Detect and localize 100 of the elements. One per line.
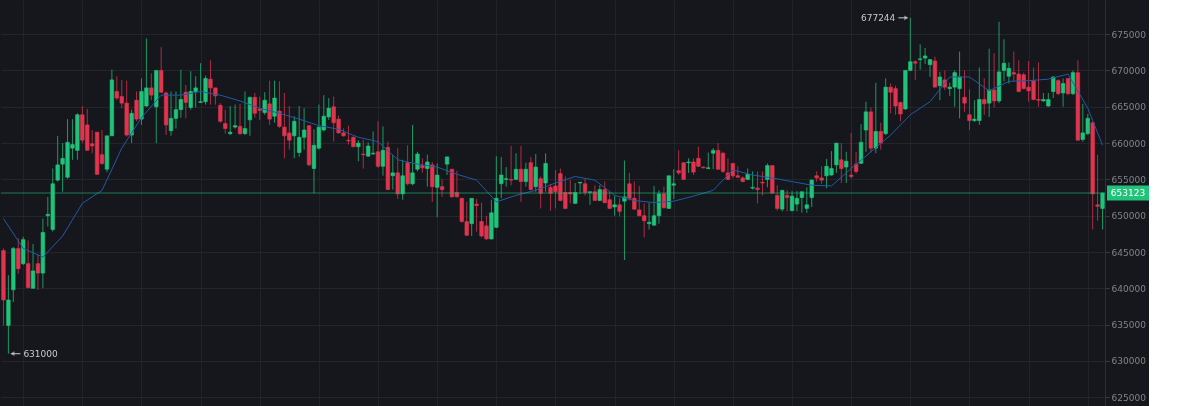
candlestick [1001, 38, 1007, 82]
ref-line-label: 653123 [1110, 188, 1146, 199]
candlestick [873, 82, 878, 154]
candlestick [444, 156, 450, 176]
annotation: 677244 [860, 12, 896, 23]
candlestick [16, 237, 21, 275]
candlestick [395, 147, 400, 200]
candlestick [168, 91, 174, 137]
candlestick [518, 145, 524, 203]
candlestick [992, 52, 997, 108]
candlestick [1100, 191, 1105, 231]
y-tick-label: 660000 [1111, 138, 1147, 149]
candlestick [21, 236, 26, 266]
candlestick [513, 152, 519, 181]
candlestick [785, 189, 790, 212]
candlestick [967, 88, 972, 131]
candlestick [765, 162, 770, 188]
candlestick [311, 128, 317, 194]
candlestick [612, 195, 617, 217]
candlestick [361, 139, 366, 169]
candlestick [617, 197, 622, 217]
candlestick [775, 184, 780, 212]
candlestick [390, 154, 395, 191]
candlestick [1061, 77, 1066, 108]
candlestick [247, 96, 252, 137]
y-tick-label: 670000 [1111, 65, 1147, 76]
candlestick [878, 122, 883, 151]
candlestick [839, 142, 844, 184]
candlestick [292, 115, 297, 159]
candlestick [720, 151, 726, 174]
candlestick [425, 154, 430, 188]
candlestick [233, 104, 238, 130]
candlestick [849, 132, 854, 180]
candlestick [356, 139, 361, 162]
candlestick [834, 142, 839, 174]
candlestick [129, 109, 134, 144]
candlestick [134, 91, 139, 122]
candlestick [26, 239, 31, 289]
candlestick [400, 159, 405, 201]
y-tick-label: 650000 [1111, 211, 1147, 222]
y-tick-label: 645000 [1111, 247, 1147, 258]
candlestick [375, 120, 381, 169]
candlestick [809, 178, 814, 208]
candlestick [509, 145, 514, 186]
candlestick [272, 80, 277, 124]
candlestick [440, 178, 445, 198]
candlestick [863, 101, 869, 153]
candlestick [794, 190, 800, 212]
candlestick [538, 175, 543, 209]
y-tick-label: 665000 [1111, 102, 1147, 113]
candlestick [760, 170, 765, 196]
candlestick [844, 151, 849, 184]
candlestick [218, 102, 223, 124]
candlestick [149, 72, 154, 101]
candlestick [474, 198, 479, 233]
y-tick-label: 640000 [1111, 283, 1147, 294]
candlestick [913, 59, 918, 81]
candlestick [380, 125, 386, 177]
candlestick [711, 147, 716, 170]
candlestick [656, 189, 662, 225]
candlestick [454, 170, 459, 199]
candlestick [587, 191, 593, 206]
y-tick-label: 630000 [1111, 356, 1147, 367]
y-tick-label: 675000 [1111, 29, 1147, 40]
candlestick [183, 84, 188, 119]
candlestick [982, 77, 987, 116]
annotation: 631000 [23, 348, 59, 359]
candlestick [854, 151, 859, 175]
candlestick [716, 142, 721, 171]
candlestick [543, 152, 548, 193]
candlestick [30, 243, 36, 289]
line-series [2, 73, 1104, 258]
candlestick [523, 162, 528, 188]
candlestick [962, 69, 967, 113]
candlestick [804, 186, 809, 214]
candlestick [1095, 154, 1100, 222]
candlestick [987, 48, 992, 118]
candlestick [267, 80, 272, 126]
candlestick [242, 91, 248, 136]
candlestick [223, 109, 228, 135]
y-tick-label: 655000 [1111, 174, 1147, 185]
candlestick [647, 202, 652, 231]
candlestick [755, 170, 760, 204]
y-tick-label: 625000 [1111, 392, 1147, 403]
candlestick [1051, 75, 1056, 99]
y-tick-label: 635000 [1111, 320, 1147, 331]
candlestick [405, 144, 410, 186]
candlestick [927, 59, 933, 78]
candlestick [430, 161, 435, 203]
candlestick [173, 91, 179, 130]
candlestick [228, 105, 233, 136]
candlestick [651, 185, 657, 227]
candlestick [750, 170, 755, 191]
candlestick [435, 162, 440, 218]
candlestick [237, 103, 243, 136]
candlestick [780, 189, 785, 212]
candlestick [937, 71, 942, 101]
candlestick [35, 253, 41, 291]
candlestick [533, 153, 538, 193]
candlestick [622, 160, 627, 261]
